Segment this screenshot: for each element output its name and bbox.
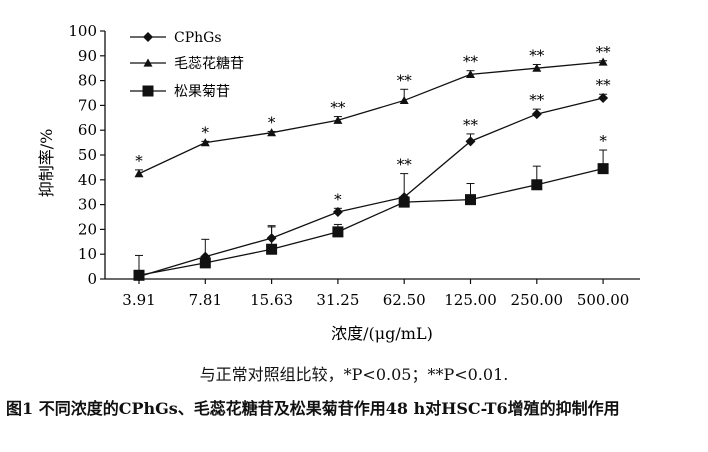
x-tick-label: 62.50 — [383, 291, 426, 309]
y-tick-label: 70 — [78, 96, 97, 114]
data-point — [333, 115, 343, 124]
data-point — [597, 163, 609, 175]
y-axis-title: 抑制率/% — [37, 129, 56, 198]
significance-label: ** — [529, 91, 545, 109]
data-point — [133, 269, 145, 281]
significance-label: * — [599, 132, 607, 150]
chart: 0 10 20 30 40 50 60 70 80 90 100 3.91 7.81 15.63 31.2… — [37, 22, 640, 343]
data-point — [598, 57, 608, 66]
significance-label: ** — [330, 99, 346, 117]
significance-label: ** — [397, 71, 413, 89]
legend-item: 松果菊苷 — [130, 84, 230, 100]
x-tick-label: 7.81 — [189, 291, 222, 309]
y-tick-label: 40 — [78, 171, 97, 189]
legend-label: CPhGs — [174, 30, 222, 46]
x-tick-label: 31.25 — [316, 291, 359, 309]
data-point — [267, 128, 277, 137]
series-line — [138, 97, 604, 278]
legend-label: 毛蕊花糖苷 — [174, 56, 244, 72]
legend-marker — [142, 85, 154, 97]
legend-marker — [143, 32, 153, 42]
y-tick-label: 50 — [78, 146, 97, 164]
significance-label: ** — [397, 156, 413, 174]
data-point — [465, 194, 476, 206]
significance-label: * — [334, 190, 342, 208]
legend-marker — [143, 58, 153, 67]
series-line — [138, 168, 604, 276]
data-point — [200, 138, 210, 147]
y-tick-label: 100 — [68, 22, 97, 40]
significance-label: ** — [596, 43, 612, 61]
series-line — [138, 61, 604, 175]
significance-label: * — [135, 152, 143, 170]
legend-item: CPhGs — [130, 30, 222, 46]
significance-label: * — [202, 123, 210, 141]
data-point — [466, 69, 475, 78]
x-tick-label: 3.91 — [122, 291, 155, 309]
series-layer: ****************** ** *** — [133, 43, 612, 282]
data-point — [134, 169, 144, 178]
y-tick-label: 90 — [78, 47, 97, 65]
significance-label: * — [268, 113, 276, 131]
y-tick-label: 20 — [78, 220, 97, 238]
footnote: 与正常对照组比较，*P<0.05；**P<0.01. — [199, 365, 509, 384]
data-point — [399, 95, 409, 105]
series-diamond: ********* — [134, 76, 612, 282]
series-triangle: ********* ** ** — [134, 43, 612, 178]
x-tick-label: 15.63 — [250, 291, 293, 309]
legend-label: 松果菊苷 — [174, 84, 230, 100]
data-point — [266, 243, 278, 255]
legend-item: 毛蕊花糖苷 — [130, 56, 244, 72]
y-tick-label: 30 — [78, 196, 97, 214]
significance-label: ** — [596, 76, 612, 94]
data-point — [531, 179, 543, 191]
x-axis-title: 浓度/(μg/mL) — [331, 324, 433, 343]
y-tick-label: 60 — [78, 121, 97, 139]
significance-label: ** — [463, 53, 479, 71]
y-ticks: 0 10 20 30 40 50 60 70 80 90 100 — [68, 22, 105, 288]
y-tick-label: 0 — [87, 270, 97, 288]
data-point — [332, 226, 344, 238]
x-ticks: 3.91 7.81 15.63 31.25 62.50 125.00 250.00 500.0… — [122, 279, 629, 309]
x-tick-label: 250.00 — [511, 291, 564, 309]
series-square: * — [133, 132, 609, 281]
data-point — [398, 196, 410, 208]
y-tick-label: 10 — [78, 245, 97, 263]
data-point — [531, 109, 542, 120]
data-point — [332, 207, 343, 218]
data-point — [465, 136, 476, 147]
data-point — [532, 63, 542, 72]
x-tick-label: 125.00 — [444, 291, 497, 309]
significance-label: ** — [529, 46, 545, 64]
x-tick-label: 500.00 — [577, 291, 630, 309]
figure-caption: 图1 不同浓度的CPhGs、毛蕊花糖苷及松果菊苷作用48 h对HSC-T6增殖的… — [6, 399, 620, 418]
data-point — [598, 92, 609, 103]
significance-label: ** — [463, 116, 479, 134]
y-tick-label: 80 — [78, 72, 97, 90]
data-point — [199, 257, 211, 269]
